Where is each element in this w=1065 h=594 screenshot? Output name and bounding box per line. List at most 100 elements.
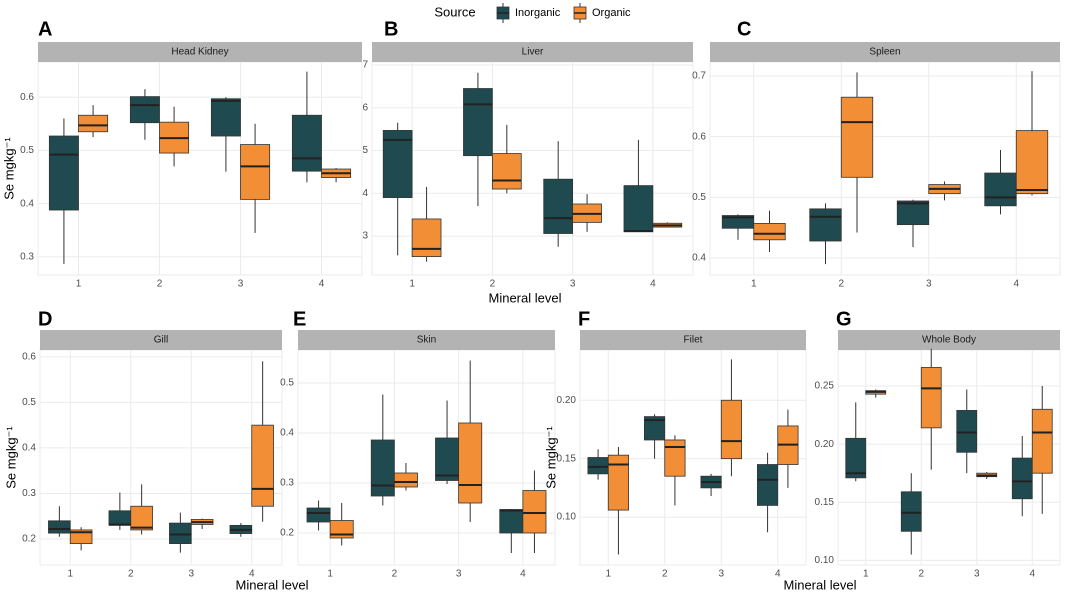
box bbox=[1011, 457, 1033, 500]
box bbox=[896, 200, 930, 226]
panel-letter: G bbox=[836, 308, 852, 330]
y-tick-label: 0.3 bbox=[280, 478, 294, 489]
y-tick-label: 0.3 bbox=[20, 252, 34, 263]
box bbox=[78, 114, 109, 133]
x-tick-label: 3 bbox=[718, 569, 724, 580]
box bbox=[607, 454, 629, 511]
y-tick-label: 0.5 bbox=[20, 145, 34, 156]
y-axis-title: Se mgkg⁻¹ bbox=[543, 426, 558, 489]
y-axis-title: Se mgkg⁻¹ bbox=[3, 426, 18, 489]
x-tick-label: 4 bbox=[249, 569, 255, 580]
box bbox=[499, 509, 524, 534]
box bbox=[48, 520, 71, 534]
y-tick-label: 4 bbox=[362, 188, 368, 199]
box bbox=[956, 410, 978, 453]
panel-background bbox=[837, 349, 1061, 566]
box bbox=[435, 437, 460, 481]
x-tick-label: 2 bbox=[838, 279, 844, 290]
box bbox=[129, 96, 160, 124]
y-axis-title: Se mgkg⁻¹ bbox=[1, 137, 16, 200]
legend-label: Inorganic bbox=[515, 7, 561, 19]
box bbox=[306, 507, 331, 523]
y-tick-label: 0.2 bbox=[22, 534, 36, 545]
y-tick-label: 5 bbox=[362, 145, 368, 156]
panel-letter: D bbox=[38, 308, 52, 330]
x-tick-label: 2 bbox=[128, 569, 134, 580]
box bbox=[644, 416, 666, 441]
x-tick-label: 1 bbox=[409, 279, 415, 290]
box bbox=[757, 464, 779, 506]
strip-label: Liver bbox=[522, 47, 544, 58]
strip bbox=[372, 42, 693, 62]
x-tick-label: 4 bbox=[650, 279, 656, 290]
x-tick-label: 2 bbox=[157, 279, 163, 290]
x-tick-label: 2 bbox=[918, 569, 924, 580]
x-tick-label: 2 bbox=[662, 569, 668, 580]
y-tick-label: 0.5 bbox=[692, 192, 706, 203]
x-tick-label: 1 bbox=[327, 569, 333, 580]
box bbox=[463, 88, 493, 157]
box bbox=[809, 208, 842, 242]
x-tick-label: 2 bbox=[490, 279, 496, 290]
box bbox=[920, 367, 942, 429]
box bbox=[291, 114, 322, 172]
x-tick-label: 3 bbox=[238, 279, 244, 290]
y-tick-label: 0.5 bbox=[22, 397, 36, 408]
strip bbox=[40, 330, 282, 350]
box bbox=[845, 437, 867, 479]
x-tick-label: 3 bbox=[974, 569, 980, 580]
x-tick-label: 4 bbox=[775, 569, 781, 580]
y-tick-label: 0.20 bbox=[557, 395, 577, 406]
box bbox=[130, 505, 153, 531]
box bbox=[251, 424, 274, 507]
y-tick-label: 6 bbox=[362, 102, 368, 113]
box bbox=[458, 422, 483, 504]
box bbox=[522, 490, 547, 534]
y-tick-label: 0.6 bbox=[22, 351, 36, 362]
y-tick-label: 0.25 bbox=[815, 381, 835, 392]
box bbox=[411, 218, 442, 258]
x-tick-label: 4 bbox=[1029, 569, 1035, 580]
box bbox=[1015, 130, 1049, 195]
x-axis-title: Mineral level bbox=[236, 577, 309, 592]
x-tick-label: 3 bbox=[926, 279, 932, 290]
box bbox=[240, 144, 271, 200]
box bbox=[543, 178, 574, 234]
y-tick-label: 0.4 bbox=[280, 428, 294, 439]
y-tick-label: 0.10 bbox=[557, 512, 577, 523]
box bbox=[840, 96, 874, 178]
strip-label: Whole Body bbox=[922, 335, 976, 346]
panel-letter: C bbox=[737, 18, 751, 40]
x-tick-label: 1 bbox=[76, 279, 82, 290]
panel-letter: A bbox=[38, 18, 52, 40]
box bbox=[370, 439, 395, 497]
box bbox=[664, 439, 686, 477]
box bbox=[587, 457, 609, 475]
strip bbox=[838, 330, 1060, 350]
y-tick-label: 0.7 bbox=[692, 71, 706, 82]
y-tick-label: 0.2 bbox=[280, 528, 294, 539]
x-tick-label: 3 bbox=[570, 279, 576, 290]
strip bbox=[710, 42, 1060, 62]
box bbox=[900, 491, 922, 532]
x-tick-label: 1 bbox=[863, 569, 869, 580]
y-tick-label: 0.6 bbox=[20, 92, 34, 103]
box bbox=[984, 172, 1017, 207]
box bbox=[48, 135, 79, 211]
y-tick-label: 7 bbox=[362, 60, 368, 71]
strip-label: Spleen bbox=[869, 47, 900, 58]
box bbox=[69, 529, 93, 544]
panel-letter: F bbox=[578, 308, 590, 330]
legend-title: Source bbox=[434, 4, 475, 19]
box bbox=[169, 522, 192, 544]
box bbox=[108, 510, 132, 526]
panel-letter: E bbox=[293, 308, 306, 330]
y-tick-label: 0.4 bbox=[20, 198, 34, 209]
x-tick-label: 4 bbox=[319, 279, 325, 290]
box bbox=[721, 215, 755, 229]
y-tick-label: 0.10 bbox=[815, 555, 835, 566]
x-tick-label: 3 bbox=[456, 569, 462, 580]
y-tick-label: 0.4 bbox=[692, 253, 706, 264]
box bbox=[382, 130, 413, 198]
